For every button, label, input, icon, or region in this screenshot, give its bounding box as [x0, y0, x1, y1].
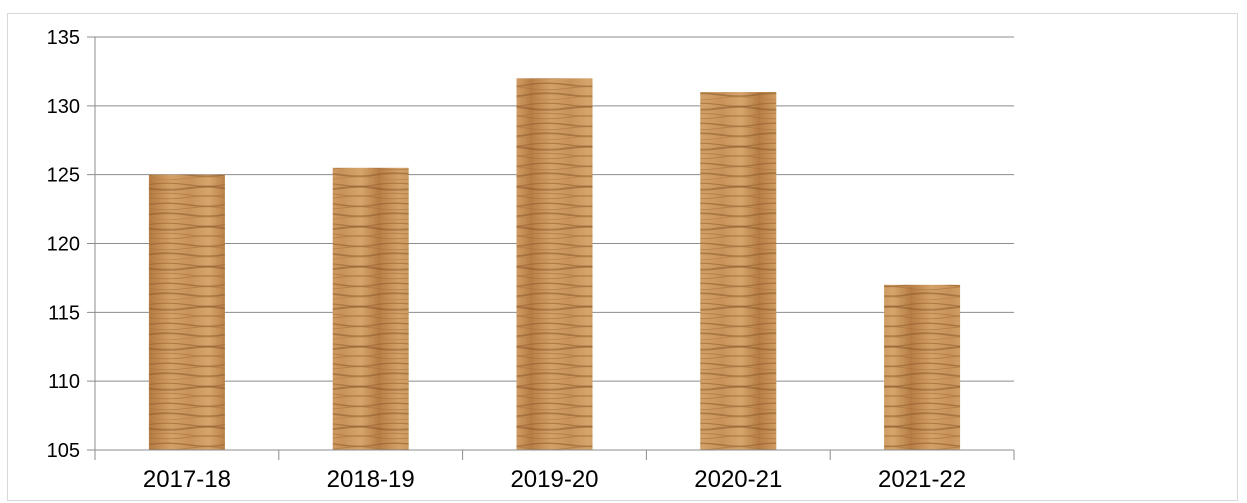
bar-2019-20 [516, 78, 593, 451]
x-tick-label: 2017-18 [143, 466, 231, 493]
x-tick-label: 2019-20 [510, 466, 598, 493]
bar-2018-19 [332, 167, 409, 451]
y-tick-label: 110 [48, 371, 80, 393]
y-tick-label: 135 [47, 27, 80, 49]
y-tick-label: 120 [47, 234, 80, 256]
y-tick-label: 105 [47, 440, 80, 462]
bar-2017-18 [148, 174, 225, 450]
tick-labels: 105 110 115 120 125 130 135 2017-18 2018-19 2019-… [47, 27, 967, 493]
bar-2020-21 [700, 92, 777, 451]
bars [148, 78, 961, 451]
axes [94, 37, 1015, 460]
y-tick-label: 125 [47, 165, 80, 187]
bar-2021-22 [884, 284, 961, 450]
x-tick-label: 2018-19 [327, 466, 415, 493]
x-tick-label: 2020-21 [694, 466, 782, 493]
y-tick-label: 115 [48, 302, 80, 324]
x-tick-label: 2021-22 [878, 466, 966, 493]
y-tick-label: 130 [47, 96, 80, 118]
